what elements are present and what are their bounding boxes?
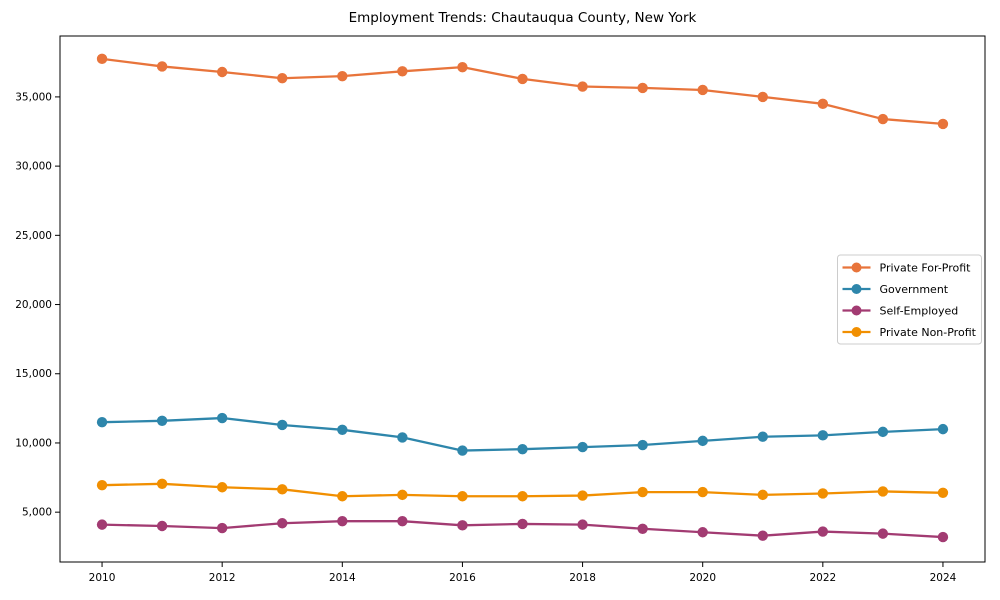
data-point-government <box>397 432 408 443</box>
legend-label-government: Government <box>880 283 949 296</box>
data-point-private-non-profit <box>697 486 708 498</box>
data-point-private-for-profit <box>817 98 829 110</box>
x-tick-label: 2012 <box>209 572 236 584</box>
data-point-private-for-profit <box>397 66 408 77</box>
y-tick-label: 25,000 <box>15 230 52 242</box>
data-point-self-employed <box>817 526 829 537</box>
data-point-government <box>517 443 528 455</box>
data-point-self-employed <box>337 515 348 527</box>
data-point-government <box>937 423 949 435</box>
x-tick-label: 2024 <box>930 572 957 584</box>
data-point-private-non-profit <box>156 478 168 489</box>
data-point-private-for-profit <box>877 113 889 125</box>
legend: Private For-Profit Government Self-Employe… <box>837 254 982 345</box>
x-tick-label: 2016 <box>449 572 476 584</box>
legend-label-self-employed: Self-Employed <box>880 304 959 317</box>
data-point-government <box>216 412 228 424</box>
legend-marker-self-employed <box>851 305 862 316</box>
data-point-private-for-profit <box>277 73 288 84</box>
x-tick-label: 2018 <box>569 572 596 584</box>
data-point-private-for-profit <box>937 118 949 130</box>
data-point-self-employed <box>637 523 648 534</box>
data-point-private-non-profit <box>817 488 829 499</box>
data-point-private-non-profit <box>517 491 528 502</box>
data-point-self-employed <box>397 515 408 527</box>
data-point-private-for-profit <box>96 53 108 65</box>
legend-label-private-non-profit: Private Non-Profit <box>880 326 977 339</box>
data-point-private-non-profit <box>397 489 408 501</box>
data-point-private-non-profit <box>637 486 648 498</box>
data-point-self-employed <box>156 520 168 532</box>
data-point-government <box>156 415 168 427</box>
data-point-self-employed <box>277 518 288 529</box>
y-tick-label: 10,000 <box>15 437 52 449</box>
x-tick-label: 2010 <box>89 572 116 584</box>
data-point-government <box>817 430 829 441</box>
data-point-self-employed <box>877 528 889 539</box>
data-point-government <box>877 426 889 438</box>
data-point-private-for-profit <box>697 84 708 96</box>
chart-title: Employment Trends: Chautauqua County, Ne… <box>348 10 697 26</box>
x-tick-label: 2020 <box>689 572 716 584</box>
data-point-private-for-profit <box>517 73 528 85</box>
data-point-private-non-profit <box>757 489 768 501</box>
legend-marker-government <box>851 284 862 294</box>
data-point-self-employed <box>96 519 108 530</box>
data-point-government <box>757 431 768 442</box>
data-point-private-for-profit <box>757 91 768 103</box>
y-tick-label: 5,000 <box>22 507 52 519</box>
data-point-government <box>637 439 648 451</box>
data-point-private-non-profit <box>277 484 288 495</box>
data-point-government <box>697 435 708 447</box>
data-point-self-employed <box>457 520 468 531</box>
data-point-private-non-profit <box>457 491 468 502</box>
plot-border <box>59 35 986 563</box>
data-point-self-employed <box>697 527 708 538</box>
legend-marker-private-non-profit <box>851 327 862 337</box>
legend-label-private-for-profit: Private For-Profit <box>880 261 972 274</box>
data-point-private-non-profit <box>337 491 348 502</box>
data-point-private-for-profit <box>216 66 228 78</box>
data-point-self-employed <box>216 522 228 534</box>
data-point-private-non-profit <box>877 486 889 497</box>
data-point-government <box>577 441 588 453</box>
data-point-self-employed <box>577 519 588 530</box>
data-point-private-for-profit <box>637 82 648 94</box>
legend-marker-private-for-profit <box>851 262 862 273</box>
data-point-private-for-profit <box>156 61 168 72</box>
y-tick-label: 30,000 <box>15 161 52 173</box>
data-point-private-for-profit <box>457 61 468 73</box>
data-point-self-employed <box>757 530 768 541</box>
data-point-private-non-profit <box>577 490 588 501</box>
y-tick-label: 20,000 <box>15 299 52 311</box>
data-point-government <box>337 424 348 436</box>
x-tick-label: 2022 <box>809 572 836 584</box>
data-point-government <box>277 419 288 431</box>
y-tick-label: 15,000 <box>15 368 52 380</box>
data-point-private-non-profit <box>937 487 949 498</box>
series-line-private-for-profit <box>100 57 945 126</box>
data-point-government <box>457 445 468 456</box>
data-point-self-employed <box>937 531 949 543</box>
data-point-private-for-profit <box>577 81 588 92</box>
data-point-private-non-profit <box>96 479 108 491</box>
data-point-private-for-profit <box>337 70 348 82</box>
y-tick-label: 35,000 <box>15 91 52 103</box>
data-point-self-employed <box>517 518 528 530</box>
data-point-government <box>96 416 108 428</box>
legend-box <box>837 254 982 345</box>
data-point-private-non-profit <box>216 482 228 493</box>
x-tick-label: 2014 <box>329 572 356 584</box>
